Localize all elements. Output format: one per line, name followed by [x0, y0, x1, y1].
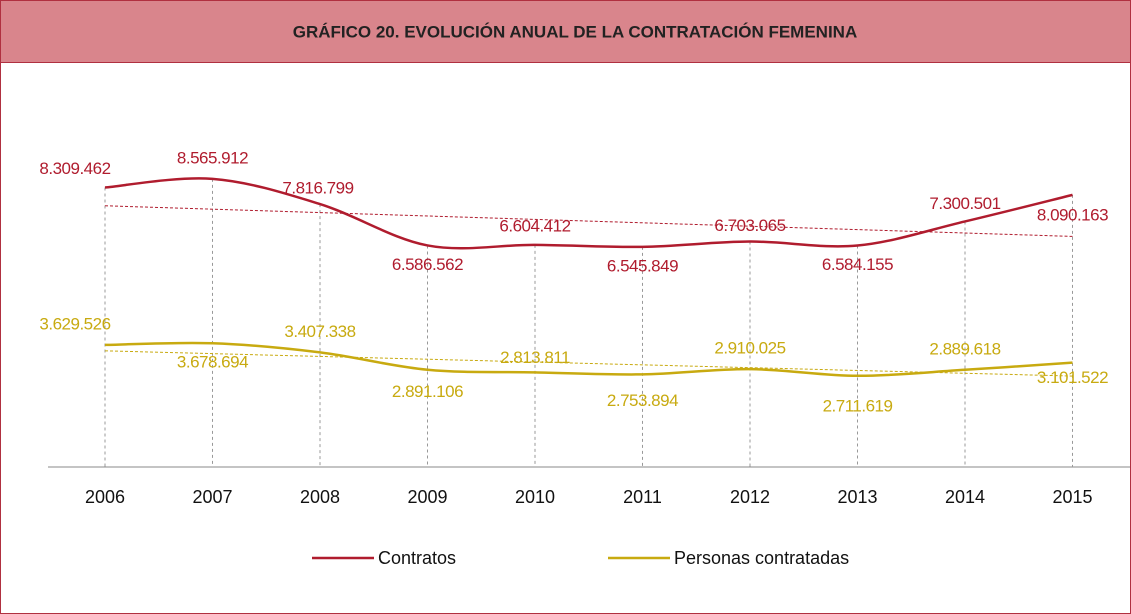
data-label: 3.678.694 — [177, 353, 248, 372]
data-label: 7.816.799 — [282, 179, 353, 198]
trend-line — [104, 205, 1073, 237]
data-label: 8.565.912 — [177, 148, 248, 167]
x-tick-label: 2010 — [515, 487, 555, 507]
data-label: 3.101.522 — [1037, 368, 1108, 387]
x-tick-label: 2008 — [300, 487, 340, 507]
data-label: 2.891.106 — [392, 382, 463, 401]
data-label: 2.889.618 — [929, 339, 1000, 358]
chart-title: GRÁFICO 20. EVOLUCIÓN ANUAL DE LA CONTRA… — [293, 22, 857, 41]
x-tick-label: 2007 — [192, 487, 232, 507]
data-label: 6.586.562 — [392, 255, 463, 274]
x-tick-label: 2011 — [623, 487, 662, 507]
x-tick-label: 2012 — [730, 487, 770, 507]
data-label: 6.604.412 — [499, 216, 570, 235]
line — [104, 341, 1073, 378]
legend-label: Contratos — [378, 548, 456, 568]
x-tick-label: 2006 — [85, 487, 125, 507]
data-label: 2.753.894 — [607, 391, 678, 410]
data-label: 2.910.025 — [714, 339, 785, 358]
data-label: 3.629.526 — [39, 314, 110, 333]
legend-label: Personas contratadas — [674, 548, 849, 568]
data-label: 7.300.501 — [929, 194, 1000, 213]
trend-line — [104, 350, 1073, 377]
data-label: 3.407.338 — [284, 322, 355, 341]
data-label: 2.711.619 — [823, 396, 893, 415]
data-label: 6.703.065 — [714, 216, 785, 235]
data-label: 6.584.155 — [822, 255, 893, 274]
line — [104, 177, 1073, 250]
data-label: 8.090.163 — [1037, 205, 1108, 224]
x-tick-label: 2013 — [837, 487, 877, 507]
data-label: 2.813.811 — [500, 348, 570, 367]
data-label: 8.309.462 — [39, 159, 110, 178]
x-tick-label: 2009 — [407, 487, 447, 507]
data-label: 6.545.849 — [607, 256, 678, 275]
x-tick-label: 2015 — [1052, 487, 1092, 507]
x-tick-label: 2014 — [945, 487, 985, 507]
header — [0, 0, 1131, 63]
